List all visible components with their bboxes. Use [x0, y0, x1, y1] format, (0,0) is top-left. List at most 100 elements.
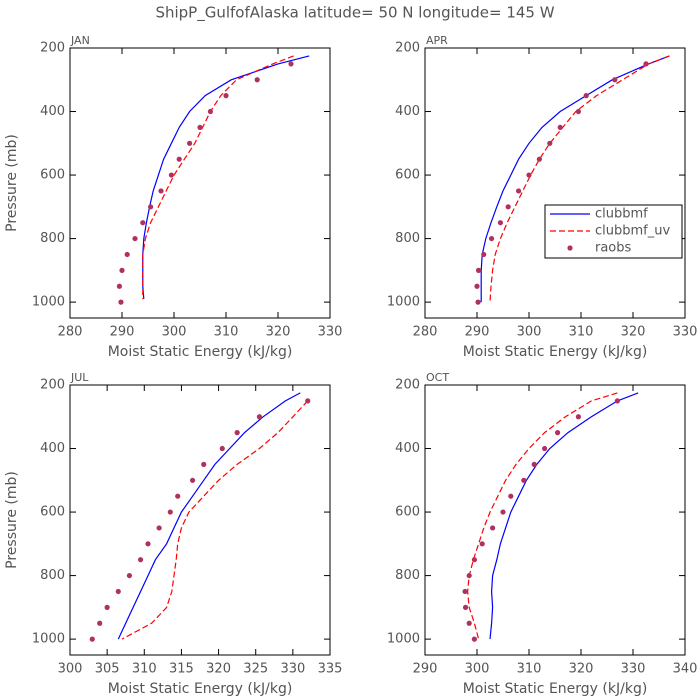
y-tick-label: 600 [40, 168, 65, 183]
x-tick-label: 330 [621, 662, 646, 677]
x-tick-label: 335 [318, 662, 343, 677]
x-tick-label: 330 [280, 662, 305, 677]
profile-line [480, 55, 670, 303]
raobs-point [148, 204, 154, 210]
x-axis-label: Moist Static Energy (kJ/kg) [463, 681, 648, 697]
raobs-point [490, 525, 496, 531]
profile-line [142, 55, 310, 299]
raobs-point [643, 61, 649, 67]
raobs-point [557, 124, 563, 131]
x-tick-label: 280 [58, 325, 83, 340]
profile-line [117, 392, 301, 640]
figure-title: ShipP_GulfofAlaska latitude= 50 N longit… [155, 4, 554, 23]
x-tick-label: 330 [318, 325, 343, 340]
legend-label: clubbmf [595, 207, 648, 222]
x-tick-label: 305 [95, 662, 120, 677]
x-tick-label: 320 [621, 325, 646, 340]
y-tick-label: 1000 [32, 632, 65, 647]
y-tick-label: 200 [395, 378, 420, 393]
raobs-point [132, 235, 138, 242]
raobs-point [505, 204, 511, 210]
legend-label: raobs [595, 241, 632, 256]
y-tick-label: 800 [395, 231, 420, 246]
y-tick-label: 800 [40, 568, 65, 583]
raobs-point [516, 188, 522, 194]
x-tick-label: 310 [569, 325, 594, 340]
raobs-point [462, 604, 469, 610]
raobs-point [97, 620, 103, 626]
raobs-point [176, 156, 182, 162]
raobs-point [145, 541, 151, 547]
plot-frame [69, 47, 331, 319]
y-tick-label: 800 [395, 568, 420, 583]
raobs-point [475, 267, 482, 273]
raobs-point [508, 493, 514, 499]
panel-title: JUL [70, 371, 89, 384]
x-tick-label: 300 [162, 325, 187, 340]
plot-frame [424, 384, 686, 656]
raobs-point [104, 604, 110, 610]
raobs-point [140, 220, 146, 226]
y-tick-label: 400 [40, 441, 65, 456]
profile-line [489, 55, 670, 303]
y-tick-label: 1000 [387, 632, 420, 647]
x-axis-label: Moist Static Energy (kJ/kg) [463, 344, 648, 360]
y-tick-label: 200 [395, 41, 420, 56]
raobs-point [555, 430, 561, 436]
raobs-point [207, 108, 213, 115]
y-tick-label: 600 [40, 505, 65, 520]
profile-line [121, 400, 309, 640]
y-tick-label: 800 [40, 231, 65, 246]
raobs-point [167, 509, 173, 515]
x-tick-label: 290 [465, 325, 490, 340]
x-tick-label: 290 [110, 325, 135, 340]
x-axis-label: Moist Static Energy (kJ/kg) [108, 344, 293, 360]
raobs-point [474, 283, 480, 289]
legend-marker [567, 245, 573, 251]
raobs-point [168, 172, 174, 178]
x-tick-label: 290 [413, 662, 438, 677]
raobs-point [124, 251, 130, 258]
raobs-point [175, 493, 181, 499]
x-tick-label: 280 [413, 325, 438, 340]
x-tick-label: 310 [214, 325, 239, 340]
raobs-point [288, 61, 294, 67]
profile-line [142, 55, 294, 299]
y-tick-label: 1000 [387, 295, 420, 310]
raobs-point [481, 251, 487, 258]
raobs-point [201, 461, 207, 468]
raobs-point [219, 445, 225, 452]
raobs-point [115, 588, 121, 595]
x-tick-label: 310 [517, 662, 542, 677]
raobs-point [531, 461, 537, 468]
x-tick-label: 330 [673, 325, 698, 340]
x-tick-label: 300 [465, 662, 490, 677]
raobs-point [471, 557, 477, 563]
y-axis-label: Pressure (mb) [4, 134, 20, 232]
raobs-point [189, 477, 196, 483]
raobs-point [575, 108, 582, 115]
raobs-point [234, 430, 240, 436]
y-tick-label: 400 [40, 104, 65, 119]
raobs-point [462, 588, 468, 595]
raobs-point [479, 541, 485, 547]
raobs-point [536, 156, 543, 162]
raobs-point [488, 235, 495, 242]
x-tick-label: 315 [169, 662, 194, 677]
plot-frame [424, 47, 686, 319]
x-tick-label: 300 [517, 325, 542, 340]
panel: OCT 290 300 310 320 330 340 200 400 600 800 1000 Moi… [387, 371, 698, 697]
raobs-point [158, 188, 164, 194]
y-tick-label: 200 [40, 41, 65, 56]
raobs-point [575, 414, 582, 420]
x-axis-label: Moist Static Energy (kJ/kg) [108, 681, 293, 697]
profile-line [466, 392, 618, 640]
panel: APR 280 290 300 310 320 330 200 400 600 800 1000 Moi… [387, 34, 698, 360]
panel-title: JAN [70, 34, 90, 47]
raobs-point [223, 93, 229, 99]
panel: JAN 280 290 300 310 320 330 200 400 600 800 1000 Moi… [4, 34, 342, 360]
raobs-point [187, 140, 193, 146]
plot-frame [69, 384, 331, 656]
raobs-point [118, 299, 124, 305]
